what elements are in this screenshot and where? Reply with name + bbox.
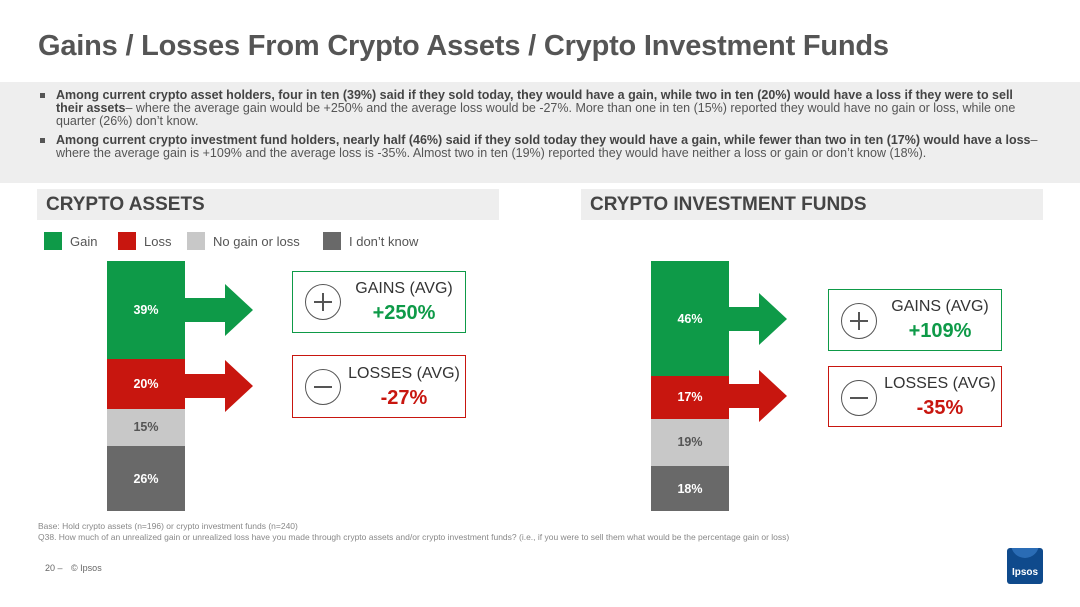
logo-text: Ipsos: [1011, 567, 1039, 578]
plus-icon: [305, 284, 341, 320]
legend-swatch-dont-know: [323, 232, 341, 250]
bullet-marker: [40, 93, 45, 98]
base-note: Base: Hold crypto assets (n=196) or cryp…: [38, 521, 298, 531]
section-title-crypto-assets: CRYPTO ASSETS: [37, 189, 499, 220]
losses-avg-label: LOSSES (AVG): [348, 365, 460, 382]
legend-label-loss: Loss: [144, 234, 172, 249]
bullet-1-bold: Among current crypto asset holders, four…: [56, 88, 1013, 115]
losses-avg-value: -35%: [916, 397, 964, 419]
losses-avg-box-crypto-assets: LOSSES (AVG) -27%: [292, 355, 466, 418]
summary-panel: Among current crypto asset holders, four…: [0, 82, 1080, 183]
loss-arrow-shape: [185, 360, 253, 412]
stacked-bar-crypto-assets: 39% 20% 15% 26%: [107, 261, 185, 511]
bullet-2-bold: Among current crypto investment fund hol…: [56, 133, 1031, 147]
loss-arrow-crypto-assets: [185, 360, 253, 412]
ipsos-logo: Ipsos: [1007, 548, 1043, 584]
summary-bullet-2: Among current crypto investment fund hol…: [40, 134, 1040, 160]
legend-label-gain: Gain: [70, 234, 98, 249]
data-label: 19%: [677, 435, 703, 450]
gains-avg-value: +109%: [908, 320, 972, 342]
loss-arrow-shape: [729, 370, 787, 422]
data-label: 46%: [677, 311, 703, 326]
legend-swatch-gain: [44, 232, 62, 250]
bar-segment-dont-know: 18%: [651, 466, 729, 511]
page-number: 20 –: [45, 563, 63, 573]
gains-avg-box-crypto-assets: GAINS (AVG) +250%: [292, 271, 466, 333]
bar-segment-no-gain-or-loss: 15%: [107, 408, 185, 446]
gain-arrow-shape: [185, 284, 253, 336]
loss-arrow-crypto-funds: [729, 370, 787, 422]
data-label: 15%: [133, 420, 159, 435]
gains-avg-label: GAINS (AVG): [355, 280, 453, 297]
bar-segment-gain: 46%: [651, 261, 729, 376]
stacked-bar-crypto-funds: 46% 17% 19% 18%: [651, 261, 729, 511]
bar-segment-gain: 39%: [107, 261, 185, 359]
summary-bullet-1: Among current crypto asset holders, four…: [40, 89, 1040, 128]
gain-arrow-crypto-funds: [729, 293, 787, 345]
bar-segment-loss: 20%: [107, 358, 185, 409]
copyright: © Ipsos: [71, 563, 102, 573]
losses-avg-label: LOSSES (AVG): [884, 375, 996, 392]
gain-arrow-crypto-assets: [185, 284, 253, 336]
legend-swatch-loss: [118, 232, 136, 250]
section-title-crypto-funds: CRYPTO INVESTMENT FUNDS: [581, 189, 1043, 220]
bullet-marker: [40, 138, 45, 143]
minus-icon: [841, 380, 877, 416]
gain-arrow-shape: [729, 293, 787, 345]
losses-avg-value: -27%: [380, 387, 428, 409]
gains-avg-label: GAINS (AVG): [891, 298, 989, 315]
question-note: Q38. How much of an unrealized gain or u…: [38, 532, 790, 542]
bullet-1-rest: – where the average gain would be +250% …: [56, 101, 1016, 128]
page-footer: 20 – © Ipsos: [45, 563, 102, 573]
bullet-2-rest: – where the average gain is +109% and th…: [56, 133, 1038, 160]
legend-swatch-no-gain-or-loss: [187, 232, 205, 250]
gains-avg-value: +250%: [372, 302, 436, 324]
page-title: Gains / Losses From Crypto Assets / Cryp…: [38, 30, 889, 62]
data-label: 18%: [677, 481, 703, 496]
minus-icon: [305, 369, 341, 405]
bar-segment-no-gain-or-loss: 19%: [651, 418, 729, 466]
gains-avg-box-crypto-funds: GAINS (AVG) +109%: [828, 289, 1002, 351]
data-label: 26%: [133, 471, 159, 486]
legend-label-dont-know: I don’t know: [349, 234, 419, 249]
bar-segment-loss: 17%: [651, 376, 729, 419]
data-label: 17%: [677, 390, 703, 405]
bar-segment-dont-know: 26%: [107, 446, 185, 511]
data-label: 39%: [133, 302, 159, 317]
losses-avg-box-crypto-funds: LOSSES (AVG) -35%: [828, 366, 1002, 427]
plus-icon: [841, 303, 877, 339]
data-label: 20%: [133, 376, 159, 391]
legend-label-no-gain-or-loss: No gain or loss: [213, 234, 300, 249]
